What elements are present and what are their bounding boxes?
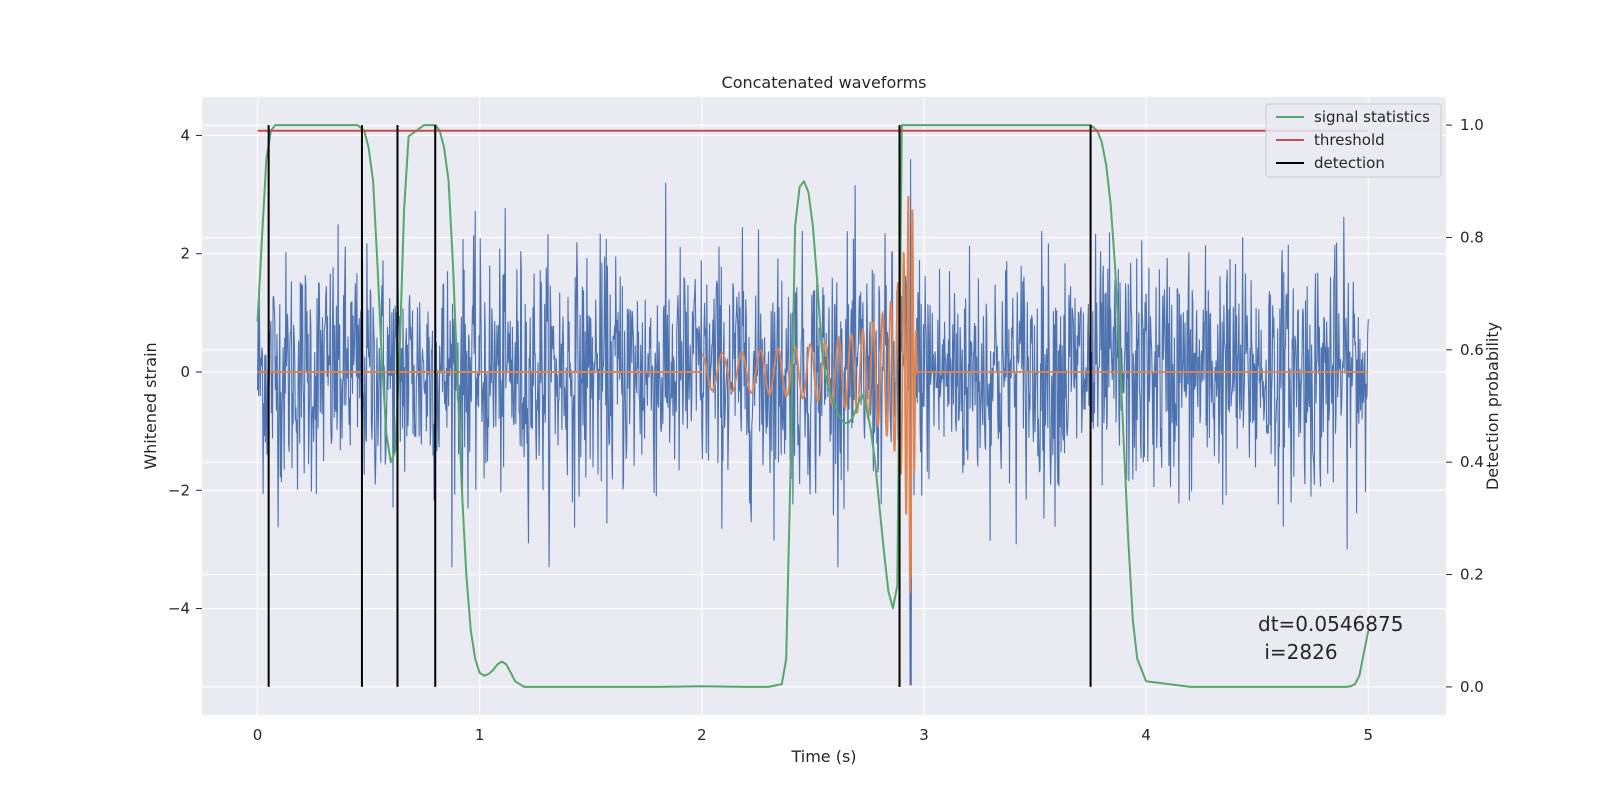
signal-statistics-line [256, 124, 1370, 688]
legend-label-detection: detection [1314, 154, 1385, 172]
y-axis-label-left: Whitened strain [141, 342, 160, 469]
series-layer [256, 124, 1370, 688]
legend-label-signal-statistics: signal statistics [1314, 108, 1430, 126]
x-tick-label: 5 [1363, 726, 1373, 744]
plot-area [202, 97, 1446, 715]
y-right-tick-label: 0.8 [1460, 228, 1484, 246]
y-right-tick-label: 0.4 [1460, 453, 1484, 471]
legend-label-threshold: threshold [1314, 131, 1385, 149]
x-tick-label: 4 [1141, 726, 1151, 744]
x-tick-label: 2 [697, 726, 707, 744]
y-left-tick-label: −4 [168, 600, 190, 618]
y-left-tick-label: −2 [168, 481, 190, 499]
legend: signal statistics threshold detection [1265, 103, 1442, 178]
y-axis-label-right: Detection probability [1483, 322, 1502, 490]
x-axis-label: Time (s) [790, 747, 856, 766]
y-right-tick-label: 1.0 [1460, 116, 1484, 134]
x-tick-label: 3 [919, 726, 929, 744]
x-tick-label: 1 [475, 726, 485, 744]
y-left-tick-label: 0 [180, 363, 190, 381]
template-line [701, 195, 1369, 594]
annotation: dt=0.0546875 i=2826 [1258, 612, 1403, 664]
y-right-tick-label: 0.6 [1460, 341, 1484, 359]
annotation-line-dt: dt=0.0546875 [1258, 612, 1403, 636]
y-right-tick-label: 0.0 [1460, 678, 1484, 696]
x-tick-label: 0 [253, 726, 263, 744]
y-right-tick-label: 0.2 [1460, 566, 1484, 584]
annotation-line-i: i=2826 [1258, 640, 1338, 664]
y-left-tick-label: 4 [180, 126, 190, 144]
axis-ticks: 0 1 2 3 4 5 −4 −2 0 2 4 0.0 0.2 0.4 0.6 0.8 1.0 [168, 116, 1484, 744]
y-left-tick-label: 2 [180, 245, 190, 263]
legend-box [1265, 103, 1442, 178]
chart-title: Concatenated waveforms [722, 73, 927, 92]
